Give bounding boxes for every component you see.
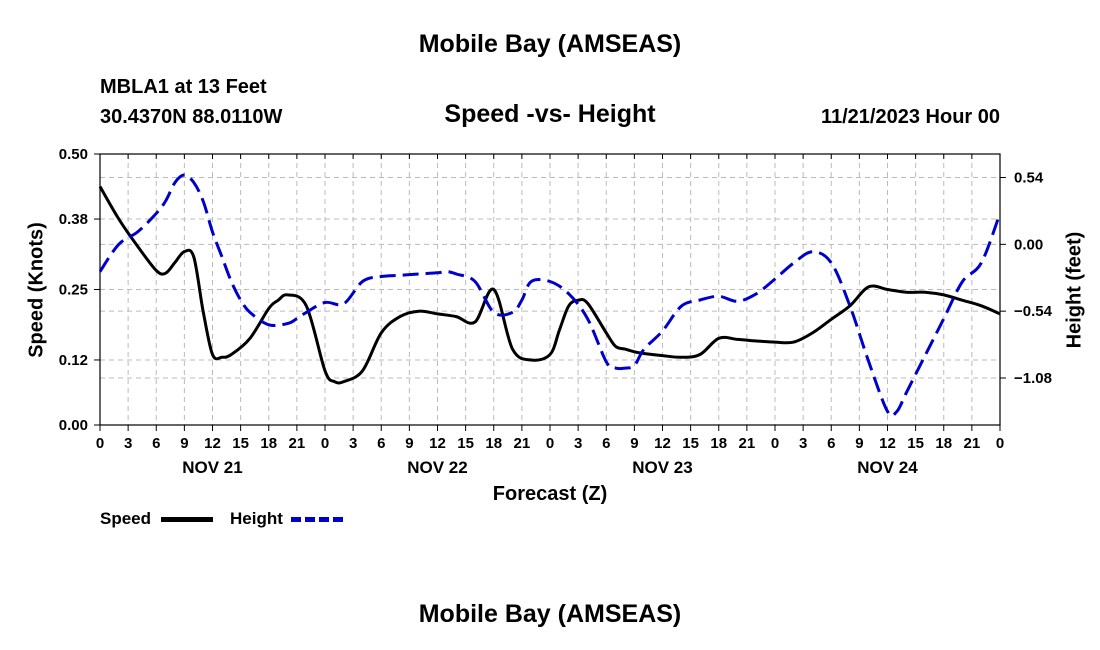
x-tick-label: 3 bbox=[124, 435, 132, 452]
series-line-height bbox=[98, 173, 1002, 418]
x-tick-label: 15 bbox=[907, 435, 924, 452]
y-tick-label: 0.50 bbox=[59, 146, 88, 163]
x-tick-label: 21 bbox=[289, 435, 306, 452]
x-tick-label: 15 bbox=[457, 435, 474, 452]
x-tick-label: 0 bbox=[321, 435, 329, 452]
x-tick-label: 6 bbox=[152, 435, 160, 452]
x-tick-label: 3 bbox=[349, 435, 357, 452]
x-tick-label: 12 bbox=[429, 435, 446, 452]
chart-title: Speed -vs- Height bbox=[444, 100, 656, 128]
legend-speed-label: Speed bbox=[100, 509, 152, 528]
x-tick-label: 9 bbox=[630, 435, 638, 452]
x-tick-label: 12 bbox=[879, 435, 896, 452]
x-tick-label: 21 bbox=[514, 435, 531, 452]
x-tick-label: 12 bbox=[654, 435, 671, 452]
x-tick-label: 6 bbox=[827, 435, 835, 452]
legend-height-swatch bbox=[291, 517, 343, 522]
x-tick-label: 18 bbox=[260, 435, 277, 452]
x-day-label: NOV 22 bbox=[407, 458, 467, 477]
x-tick-label: 18 bbox=[485, 435, 502, 452]
x-day-label: NOV 23 bbox=[632, 458, 692, 477]
y-tick-label: 0.00 bbox=[59, 417, 88, 434]
x-tick-label: 18 bbox=[710, 435, 727, 452]
legend-speed-swatch bbox=[161, 517, 213, 522]
x-tick-label: 12 bbox=[204, 435, 221, 452]
x-tick-label: 21 bbox=[739, 435, 756, 452]
x-tick-label: 0 bbox=[96, 435, 104, 452]
y-tick-label: 0.25 bbox=[59, 282, 88, 299]
x-tick-label: 9 bbox=[855, 435, 863, 452]
station-name: MBLA1 at 13 Feet bbox=[100, 76, 267, 98]
footer-title: Mobile Bay (AMSEAS) bbox=[418, 600, 682, 628]
x-tick-label: 0 bbox=[996, 435, 1004, 452]
run-time: 11/21/2023 Hour 00 bbox=[820, 106, 1000, 128]
y-axis-title: Speed (Knots) bbox=[25, 222, 48, 358]
x-tick-label: 0 bbox=[771, 435, 779, 452]
y2-tick-label: −0.54 bbox=[1014, 303, 1053, 320]
x-day-label: NOV 24 bbox=[857, 458, 918, 477]
station-coords: 30.4370N 88.0110W bbox=[100, 106, 283, 128]
speed-height-chart: 0 3 6 9 12 15 18 21 0 3 6 9 12 15 18 21 0 3 6 9 12 15 18 21 0 3 6 9… bbox=[59, 146, 1053, 477]
x-tick-label: 3 bbox=[799, 435, 807, 452]
legend-height-label: Height bbox=[230, 509, 283, 528]
x-tick-label: 21 bbox=[964, 435, 981, 452]
y2-tick-label: 0.00 bbox=[1014, 236, 1043, 253]
x-tick-label: 15 bbox=[682, 435, 699, 452]
x-tick-label: 9 bbox=[180, 435, 188, 452]
x-tick-label: 6 bbox=[602, 435, 610, 452]
x-tick-label: 15 bbox=[232, 435, 249, 452]
x-tick-label: 6 bbox=[377, 435, 385, 452]
series-line-speed bbox=[98, 185, 1001, 385]
x-tick-label: 9 bbox=[405, 435, 413, 452]
y-tick-label: 0.38 bbox=[59, 211, 88, 228]
x-tick-label: 3 bbox=[574, 435, 582, 452]
y2-axis-title: Height (feet) bbox=[1063, 231, 1086, 349]
y2-tick-label: 0.54 bbox=[1014, 170, 1044, 187]
x-day-label: NOV 21 bbox=[182, 458, 242, 477]
x-axis-title: Forecast (Z) bbox=[492, 483, 608, 505]
y2-tick-label: −1.08 bbox=[1014, 370, 1052, 387]
y-tick-label: 0.12 bbox=[59, 352, 88, 369]
page-title: Mobile Bay (AMSEAS) bbox=[418, 30, 682, 58]
x-tick-label: 18 bbox=[935, 435, 952, 452]
x-tick-label: 0 bbox=[546, 435, 554, 452]
